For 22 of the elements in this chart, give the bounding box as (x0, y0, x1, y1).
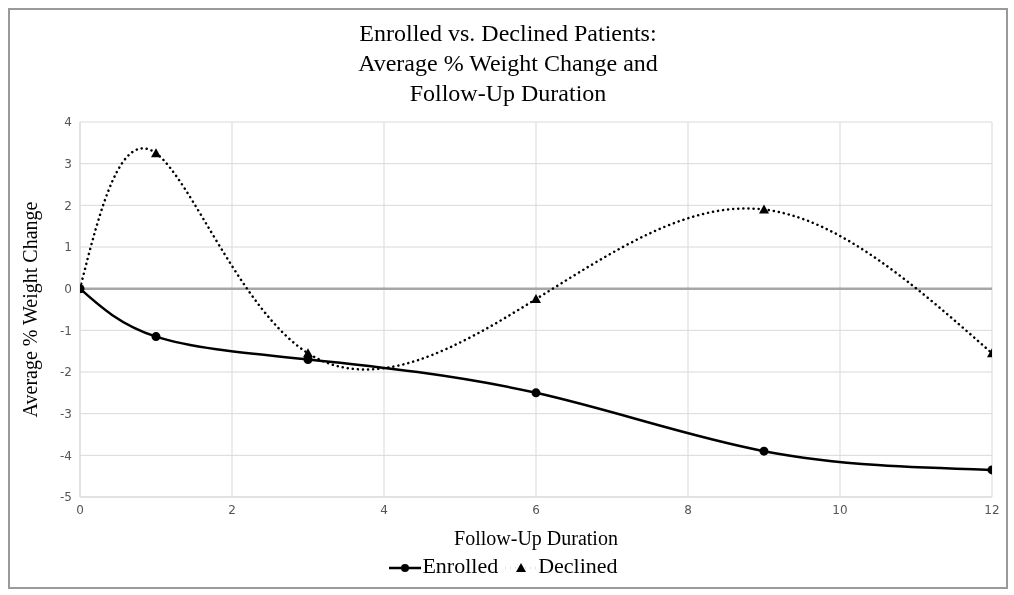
x-tick-label: 10 (832, 502, 848, 517)
x-axis-title: Follow-Up Duration (454, 527, 618, 550)
legend-label: Enrolled (421, 553, 499, 578)
y-tick-label: -3 (60, 406, 72, 421)
y-tick-label: -1 (60, 323, 72, 338)
x-tick-label: 4 (380, 502, 388, 517)
legend-label: Declined (537, 553, 618, 578)
y-tick-label: -4 (60, 448, 72, 463)
chart-title: Enrolled vs. Declined Patients: Average % Weight Change and Follow-Up Duration (357, 19, 659, 108)
y-tick-label: 2 (64, 198, 72, 213)
y-tick-label: -2 (60, 365, 72, 380)
x-tick-label: 12 (984, 502, 1000, 517)
x-tick-label: 2 (228, 502, 236, 517)
y-tick-label: 4 (64, 115, 72, 130)
y-tick-label: -5 (60, 490, 72, 505)
y-tick-label: 1 (64, 240, 72, 255)
x-tick-label: 8 (684, 502, 692, 517)
y-axis-title: Average % Weight Change (19, 201, 43, 418)
y-tick-label: 3 (64, 156, 72, 171)
y-tick-label: 0 (64, 281, 72, 296)
x-tick-label: 6 (532, 502, 540, 517)
x-tick-label: 0 (76, 502, 84, 517)
